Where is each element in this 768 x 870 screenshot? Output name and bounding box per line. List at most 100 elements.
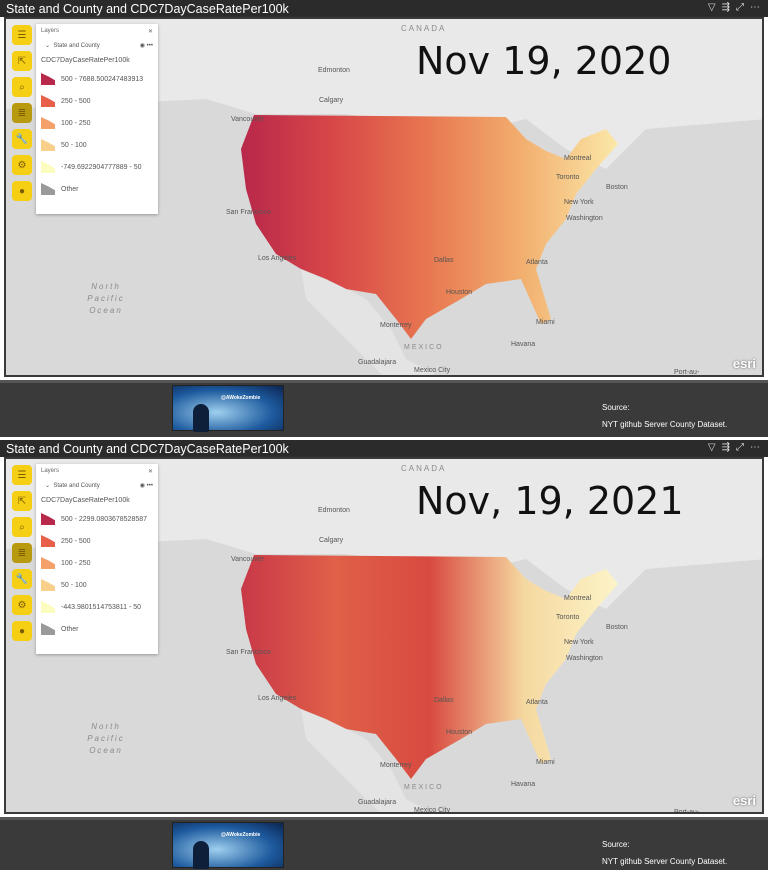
- label-calgary: Calgary: [319, 97, 344, 104]
- user-icon: ●: [18, 625, 26, 637]
- label-houston: Houston: [446, 289, 473, 296]
- tools-button[interactable]: 🔧: [12, 129, 32, 149]
- tools-button[interactable]: 🔧: [12, 569, 32, 589]
- esri-logo: esri: [732, 356, 756, 371]
- legend-item: 500 - 7688.500247483913: [41, 72, 153, 86]
- map-view[interactable]: CANADA Edmonton Calgary Vancouver San Fr…: [4, 17, 764, 377]
- pointer-icon: ⇱: [17, 55, 27, 67]
- list-icon: ≣: [17, 547, 27, 559]
- label-sf: San Francisco: [226, 649, 271, 656]
- menu-icon: ☰: [17, 469, 27, 481]
- legend-field: CDC7DayCaseRatePer100k: [41, 497, 130, 504]
- map-view[interactable]: CANADA Edmonton Calgary Vancouver San Fr…: [4, 457, 764, 814]
- label-dallas: Dallas: [434, 697, 454, 704]
- label-vancouver: Vancouver: [231, 556, 264, 563]
- label-toronto: Toronto: [556, 174, 580, 181]
- legend-label: 250 - 500: [61, 537, 91, 545]
- legend-label: -749.6922904777889 - 50: [61, 163, 142, 171]
- map-basemap: [6, 19, 762, 375]
- visual-title-bar: State and County and CDC7DayCaseRatePer1…: [0, 440, 768, 457]
- filter-icon[interactable]: ▽: [707, 442, 716, 453]
- close-icon[interactable]: ✕: [147, 469, 153, 475]
- footer-strip: @AWokeZombie Source: NYT github Server C…: [0, 380, 768, 437]
- map-panel-1: State and County and CDC7DayCaseRatePer1…: [0, 0, 768, 437]
- menu-button[interactable]: ☰: [12, 25, 32, 45]
- us-county-choropleth: [241, 555, 618, 779]
- legend-swatch: [41, 139, 55, 151]
- date-annotation: Nov, 19, 2021: [416, 479, 684, 523]
- banner-text: @AWokeZombie: [221, 395, 261, 401]
- visibility-more-icon[interactable]: ◉ •••: [139, 43, 153, 49]
- legend-item: -749.6922904777889 - 50: [41, 160, 153, 174]
- label-port-au-prince: Port-au-: [674, 809, 700, 814]
- label-boston: Boston: [606, 624, 628, 631]
- close-icon[interactable]: ✕: [147, 29, 153, 35]
- map-toolbar: ☰ ⇱ ⌕ ≣ 🔧 ⚙ ●: [12, 465, 34, 641]
- wrench-icon: 🔧: [15, 573, 29, 585]
- source-text: NYT github Server County Dataset.: [602, 420, 728, 429]
- drill-icon[interactable]: ⇶: [721, 2, 730, 13]
- gear-icon: ⚙: [17, 599, 27, 611]
- legend-item: 250 - 500: [41, 534, 153, 548]
- settings-button[interactable]: ⚙: [12, 595, 32, 615]
- select-button[interactable]: ⇱: [12, 491, 32, 511]
- menu-button[interactable]: ☰: [12, 465, 32, 485]
- label-mexico: MEXICO: [404, 344, 444, 351]
- label-toronto: Toronto: [556, 614, 580, 621]
- legend-item: 50 - 100: [41, 578, 153, 592]
- search-icon: ⌕: [19, 81, 25, 93]
- legend-item: 50 - 100: [41, 138, 153, 152]
- label-houston: Houston: [446, 729, 473, 736]
- source-text: NYT github Server County Dataset.: [602, 857, 728, 866]
- legend-swatch: [41, 557, 55, 569]
- legend-item: 100 - 250: [41, 556, 153, 570]
- gear-icon: ⚙: [17, 159, 27, 171]
- label-washington: Washington: [566, 215, 603, 222]
- visual-title: State and County and CDC7DayCaseRatePer1…: [6, 1, 289, 16]
- legend-label: -443.9801514753811 - 50: [61, 603, 142, 611]
- user-button[interactable]: ●: [12, 181, 32, 201]
- label-sf: San Francisco: [226, 209, 271, 216]
- legend-label: Other: [61, 625, 79, 633]
- footer-strip: @AWokeZombie Source: NYT github Server C…: [0, 817, 768, 870]
- focus-mode-icon[interactable]: ⤢: [736, 2, 744, 13]
- wrench-icon: 🔧: [15, 133, 29, 145]
- layer-name[interactable]: ⌄ State and County: [45, 43, 100, 49]
- search-button[interactable]: ⌕: [12, 517, 32, 537]
- legend-label: 100 - 250: [61, 559, 91, 567]
- legend-header: Layers: [41, 28, 60, 34]
- legend-label: Other: [61, 185, 79, 193]
- label-new-york: New York: [564, 199, 594, 206]
- banner-text: @AWokeZombie: [221, 832, 261, 838]
- select-button[interactable]: ⇱: [12, 51, 32, 71]
- label-dallas: Dallas: [434, 257, 454, 264]
- filter-icon[interactable]: ▽: [707, 2, 716, 13]
- layers-button[interactable]: ≣: [12, 543, 32, 563]
- esri-logo: esri: [732, 793, 756, 808]
- label-guadalajara: Guadalajara: [358, 799, 397, 806]
- layers-button[interactable]: ≣: [12, 103, 32, 123]
- legend-label: 500 - 7688.500247483913: [61, 75, 144, 83]
- map-toolbar: ☰ ⇱ ⌕ ≣ 🔧 ⚙ ●: [12, 25, 34, 201]
- legend-label: 50 - 100: [61, 581, 87, 589]
- label-boston: Boston: [606, 184, 628, 191]
- settings-button[interactable]: ⚙: [12, 155, 32, 175]
- more-options-icon[interactable]: ⋯: [750, 442, 760, 453]
- search-button[interactable]: ⌕: [12, 77, 32, 97]
- label-ocean: North Pacific Ocean: [87, 722, 125, 755]
- drill-icon[interactable]: ⇶: [721, 442, 730, 453]
- user-button[interactable]: ●: [12, 621, 32, 641]
- legend-item: 500 - 2299.0803678528587: [41, 512, 153, 526]
- legend-swatch: [41, 513, 55, 525]
- layer-name[interactable]: ⌄ State and County: [45, 483, 100, 489]
- layer-label: State and County: [53, 43, 100, 49]
- label-ocean: North Pacific Ocean: [87, 282, 125, 315]
- focus-mode-icon[interactable]: ⤢: [736, 442, 744, 453]
- source-label: Source:: [602, 840, 630, 849]
- label-edmonton: Edmonton: [318, 67, 350, 74]
- visibility-more-icon[interactable]: ◉ •••: [139, 483, 153, 489]
- label-washington: Washington: [566, 655, 603, 662]
- layers-legend: Layers ✕ ⌄ State and County ◉ ••• CDC7DayC…: [36, 464, 158, 654]
- user-icon: ●: [18, 185, 26, 197]
- more-options-icon[interactable]: ⋯: [750, 2, 760, 13]
